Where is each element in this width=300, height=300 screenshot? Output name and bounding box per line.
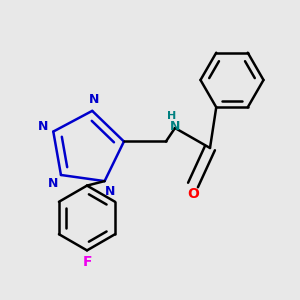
Text: F: F [82, 255, 92, 269]
Text: N: N [105, 185, 115, 198]
Text: N: N [48, 177, 58, 190]
Text: N: N [38, 120, 48, 133]
Text: O: O [187, 187, 199, 201]
Text: H: H [167, 111, 177, 121]
Text: N: N [170, 120, 180, 133]
Text: N: N [88, 93, 99, 106]
